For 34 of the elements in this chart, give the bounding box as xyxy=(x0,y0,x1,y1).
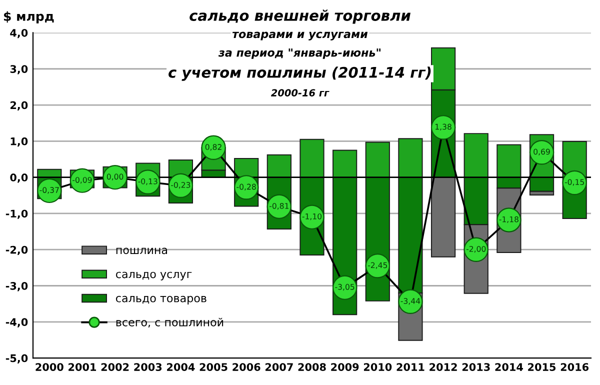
legend-label: всего, с пошлиной xyxy=(116,318,224,328)
y-tick-label: -4,0 xyxy=(6,318,28,328)
y-tick-label: -1,0 xyxy=(6,210,28,219)
x-tick-label: 2000 xyxy=(36,363,64,371)
legend-label: сальдо услуг xyxy=(116,272,192,280)
x-tick-label: 2014 xyxy=(495,363,523,371)
x-tick-label: 2007 xyxy=(266,363,293,371)
legend-label: сальдо товаров xyxy=(116,296,206,304)
x-tick-label: 2015 xyxy=(528,363,556,371)
x-tick-label: 2010 xyxy=(364,363,392,371)
y-tick-label: 2,0 xyxy=(10,101,28,110)
y-tick-label: 1,0 xyxy=(10,137,28,147)
x-tick-label: 2003 xyxy=(134,363,162,371)
y-tick-label: 0,0 xyxy=(10,174,28,183)
y-tick-label: -2,0 xyxy=(6,246,28,256)
x-tick-label: 2004 xyxy=(167,363,195,371)
y-tick-label: 4,0 xyxy=(10,28,28,38)
y-tick-label: -5,0 xyxy=(6,354,28,364)
y-axis-title: $ млрд xyxy=(4,11,54,24)
x-tick-label: 2005 xyxy=(200,363,228,371)
chart-title: сальдо внешней торговли товарами и услугами за период "январь-июнь" xyxy=(190,10,410,59)
x-tick-label: 2001 xyxy=(68,363,96,371)
text: с учетом пошлины (2011-14 гг) 2000-16 гг xyxy=(168,66,431,96)
y-tick-label: 3,0 xyxy=(10,65,28,74)
x-tick-label: 2008 xyxy=(298,363,326,371)
x-tick-label: 2006 xyxy=(232,363,260,371)
x-tick-label: 2013 xyxy=(462,363,490,371)
y-tick-label: -3,0 xyxy=(6,282,28,292)
x-tick-label: 2002 xyxy=(101,363,129,371)
x-tick-label: 2009 xyxy=(331,363,359,371)
x-tick-label: 2012 xyxy=(430,363,457,371)
x-tick-label: 2016 xyxy=(560,363,589,371)
x-tick-label: 2011 xyxy=(396,363,424,371)
legend-label: пошлина xyxy=(116,248,168,254)
